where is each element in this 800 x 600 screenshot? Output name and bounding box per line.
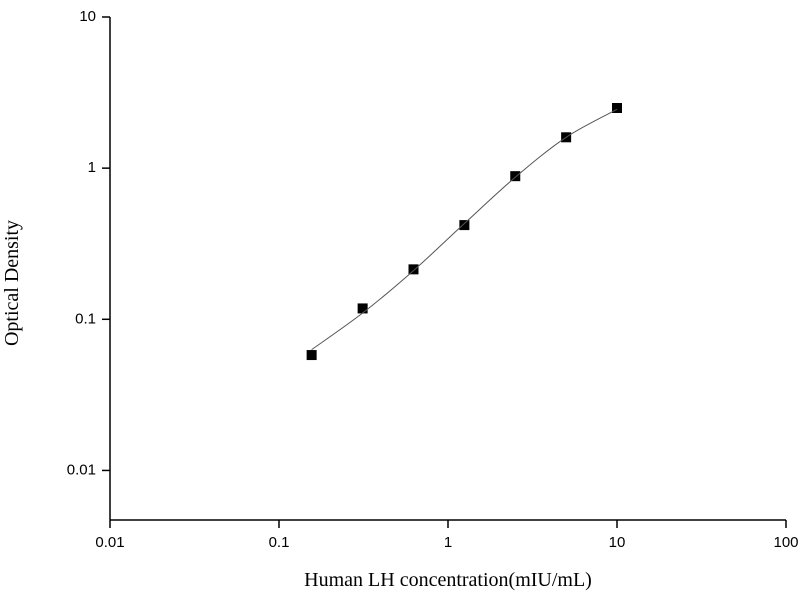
x-tick-label: 100 [773,534,798,551]
x-axis-title: Human LH concentration(mIU/mL) [304,569,592,591]
y-tick-label: 10 [79,8,96,25]
data-point [357,303,368,314]
y-tick-label: 1 [88,159,96,176]
x-tick-label: 10 [609,534,626,551]
x-tick-label: 1 [444,534,452,551]
data-point [510,171,521,182]
data-point [459,220,470,231]
y-axis-title: Optical Density [1,220,23,346]
fit-curve [311,108,618,351]
x-tick-label: 0.01 [95,534,124,551]
y-tick-label: 0.1 [75,310,96,327]
data-point [306,350,317,361]
x-tick-label: 0.1 [269,534,290,551]
y-tick-label: 0.01 [67,461,96,478]
data-point [408,264,419,275]
data-point [612,102,622,113]
